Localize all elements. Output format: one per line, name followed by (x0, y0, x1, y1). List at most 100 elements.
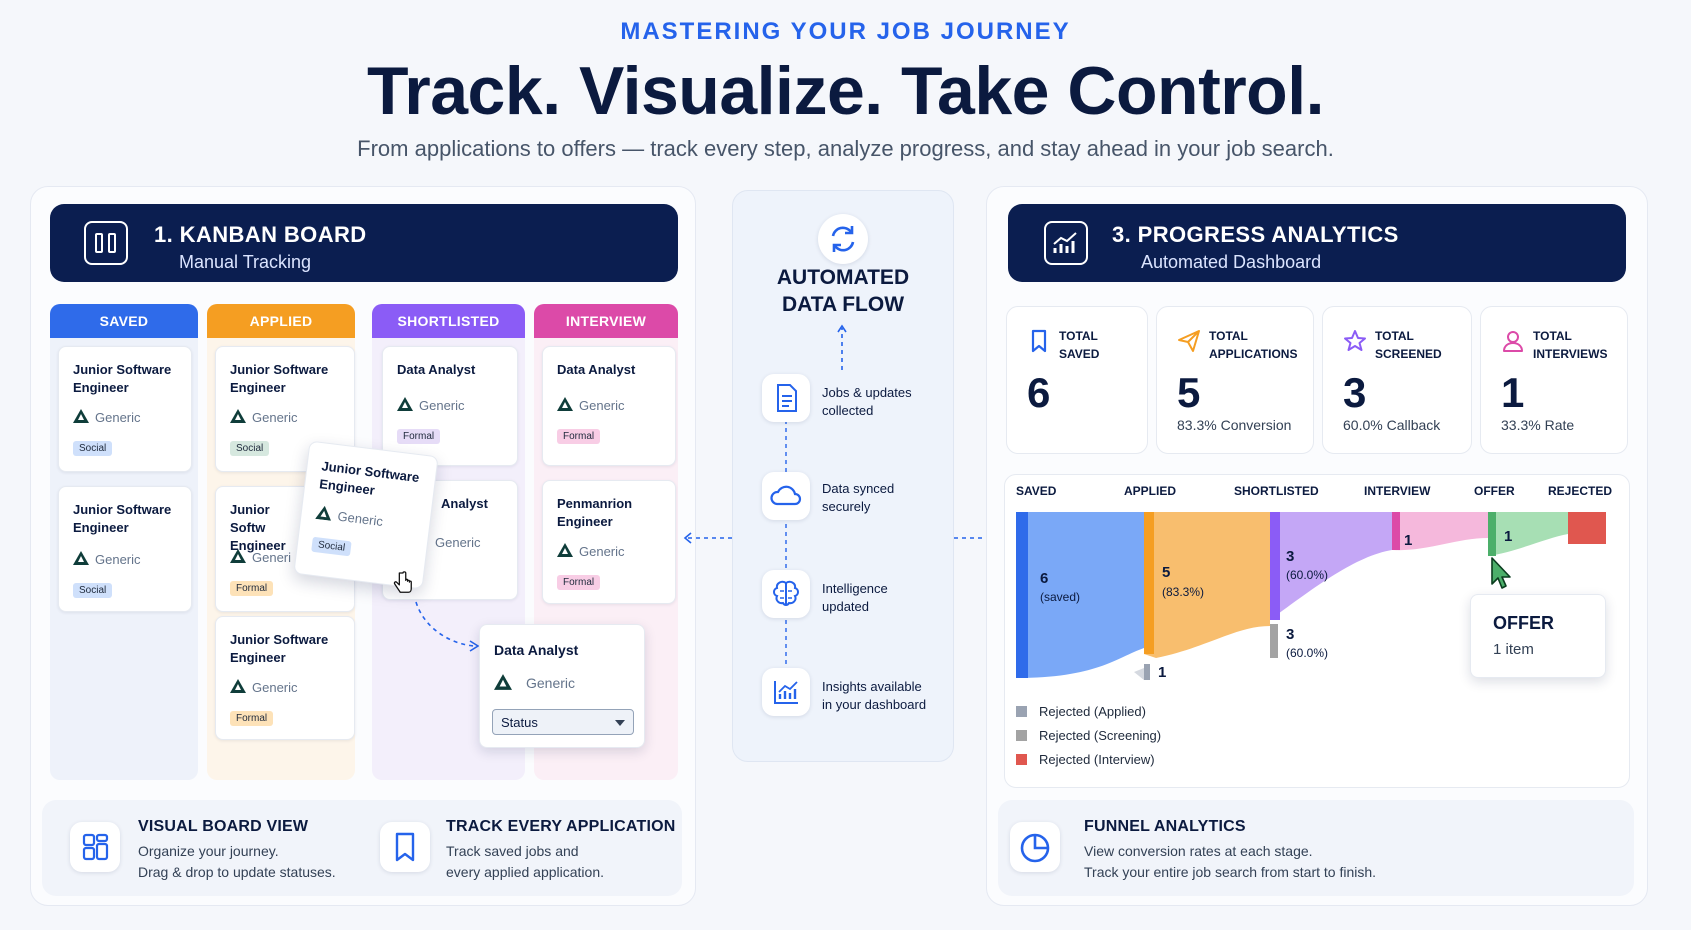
stat-label: TOTAL SAVED (1059, 329, 1100, 361)
tooltip-title: OFFER (1493, 613, 1554, 633)
data-flow-title-line1: AUTOMATED (776, 266, 910, 289)
band-label-applied: 5 (1162, 564, 1171, 581)
feature-title-funnel: FUNNEL ANALYTICS (1084, 818, 1246, 835)
feature-title-board: VISUAL BOARD VIEW (138, 818, 309, 835)
company-logo-icon (557, 543, 573, 557)
sync-icon (818, 214, 868, 264)
send-plane-icon (1178, 330, 1200, 352)
card-tag: Formal (557, 429, 601, 444)
stat-card-saved: TOTAL SAVED 6 (1006, 306, 1148, 454)
card-title: Junior Software Engineer (230, 362, 329, 395)
band-saved-edge (1016, 512, 1028, 678)
page-subtitle: From applications to offers — track ever… (357, 136, 1334, 161)
cloud-icon (762, 472, 810, 520)
star-icon (1344, 330, 1366, 351)
analytics-subtitle: Automated Dashboard (1141, 252, 1322, 272)
flow-step-3: Intelligence updated (822, 581, 888, 614)
company-logo-icon (494, 674, 512, 690)
card-tag: Formal (230, 711, 274, 726)
drag-path-arrow (415, 601, 480, 652)
kanban-card[interactable]: Penmanrion Engineer Generic Formal (542, 480, 676, 604)
eyebrow-text: MASTERING YOUR JOB JOURNEY (620, 18, 1071, 45)
stat-value: 5 (1177, 369, 1201, 416)
stat-value: 3 (1343, 369, 1367, 416)
grid-layout-icon (70, 822, 120, 872)
tooltip-sub: 1 item (1493, 641, 1534, 658)
band-sub-applied: (83.3%) (1162, 585, 1205, 599)
flow-step-2: Data synced securely (822, 481, 895, 514)
kanban-card[interactable]: Junior Software Engineer Generic Social (58, 346, 192, 472)
band-label-rejected-applied: 1 (1158, 664, 1167, 681)
band-applied-edge (1144, 512, 1154, 654)
card-tag: Formal (397, 429, 441, 444)
kanban-card[interactable]: Data Analyst Generic Formal (542, 346, 676, 466)
card-tag: Social (230, 441, 270, 456)
stat-label: TOTAL INTERVIEWS (1533, 329, 1608, 361)
card-title: Data Analyst (397, 362, 476, 377)
kanban-board-icon (84, 221, 128, 265)
stat-sub: 60.0% Callback (1343, 417, 1441, 433)
card-title: Analyst (441, 496, 488, 511)
stat-value: 6 (1027, 369, 1051, 416)
card-company: Generic (579, 398, 625, 413)
feature-desc-board-2: Drag & drop to update statuses. (138, 864, 336, 880)
kanban-card[interactable]: Junior Software Engineer Generic Social (58, 486, 192, 612)
offer-tooltip: OFFER 1 item (1470, 594, 1606, 678)
card-title: Junior Software Engineer (73, 502, 172, 535)
kanban-card[interactable]: Data Analyst Generic Formal (382, 346, 518, 466)
company-logo-icon (230, 549, 246, 563)
band-rejected-screening (1270, 624, 1278, 658)
stage-label-offer: OFFER (1474, 484, 1515, 498)
stat-label: TOTAL APPLICATIONS (1209, 329, 1298, 361)
band-rejected (1568, 512, 1606, 544)
page-title: Track. Visualize. Take Control. (366, 53, 1325, 129)
kanban-header: 1. KANBAN BOARD Manual Tracking (50, 204, 678, 282)
band-label-offer: 1 (1504, 528, 1513, 545)
card-title: Data Analyst (494, 642, 579, 658)
card-company: Generic (579, 544, 625, 559)
band-label-rejected-screening: 3 (1286, 626, 1295, 643)
status-card[interactable]: Data Analyst Generic Status (479, 624, 645, 748)
stat-value: 1 (1501, 369, 1525, 416)
company-logo-icon (557, 397, 573, 411)
card-company: Generic (252, 410, 298, 425)
flow-connector-dashed (785, 420, 787, 710)
stat-card-applications: TOTAL APPLICATIONS 5 83.3% Conversion (1156, 306, 1314, 454)
stat-sub: 33.3% Rate (1501, 417, 1575, 433)
band-rejected-applied-tail (1134, 668, 1144, 680)
band-saved (1016, 512, 1144, 678)
column-header-interview: INTERVIEW (534, 304, 678, 338)
stage-label-saved: SAVED (1016, 484, 1057, 498)
column-header-saved: SAVED (50, 304, 198, 338)
card-title: Junior Software Engineer (230, 632, 329, 665)
card-title: Junior Software Engineer (318, 458, 421, 498)
legend-rejected-screening: Rejected (Screening) (1016, 728, 1161, 743)
hand-cursor-icon (393, 571, 412, 593)
card-company: Generic (419, 398, 465, 413)
stage-label-applied: APPLIED (1124, 484, 1177, 498)
kanban-title: 1. KANBAN BOARD (154, 222, 367, 247)
document-icon (762, 374, 810, 422)
company-logo-icon (397, 397, 413, 411)
band-offer (1488, 512, 1568, 556)
band-applied (1144, 512, 1270, 658)
card-tag: Formal (230, 581, 274, 596)
band-shortlisted-edge (1270, 512, 1280, 620)
card-title: Junior Softw Engineer (230, 502, 286, 553)
card-company: Generic (252, 680, 298, 695)
card-company: Generic (526, 675, 576, 691)
feature-desc-track-1: Track saved jobs and (446, 843, 579, 859)
card-company: Generic (336, 508, 384, 530)
band-offer-edge (1488, 512, 1496, 556)
band-interview (1392, 512, 1488, 551)
status-dropdown[interactable]: Status (492, 709, 634, 735)
dragged-kanban-card[interactable]: Junior Software Engineer Generic Social (293, 440, 439, 590)
kanban-card[interactable]: Junior Software Engineer Generic Formal (215, 616, 355, 740)
column-header-applied: APPLIED (207, 304, 355, 338)
feature-desc-funnel-1: View conversion rates at each stage. (1084, 843, 1313, 859)
company-logo-icon (230, 679, 246, 693)
card-title: Penmanrion Engineer (557, 496, 633, 529)
stat-label: TOTAL SCREENED (1375, 329, 1442, 361)
funnel-sankey (1016, 512, 1606, 680)
legend-rejected-interview: Rejected (Interview) (1016, 752, 1155, 767)
